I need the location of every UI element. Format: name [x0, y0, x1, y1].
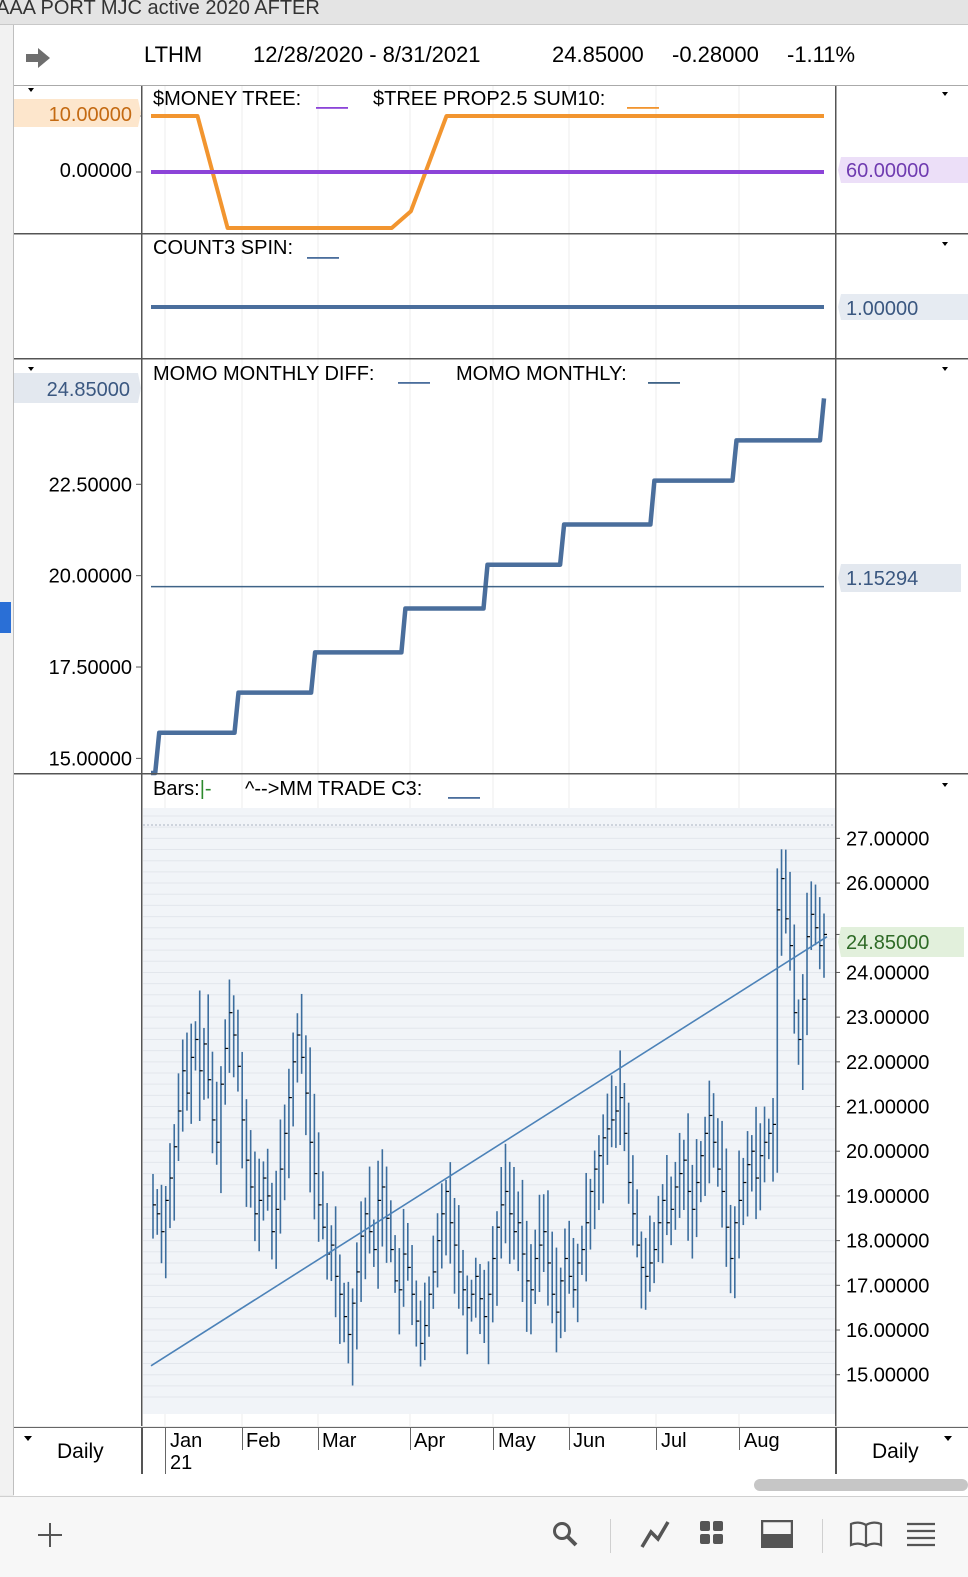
legend-swatch	[307, 257, 339, 259]
bars-ytick-label: 22.00000	[846, 1052, 929, 1074]
bars-ytick-label: 27.00000	[846, 828, 929, 850]
legend-mm-trade: ^-->MM TRADE C3:	[245, 778, 422, 800]
month-label: Jan	[170, 1430, 203, 1452]
bars-ytick-label: 18.00000	[846, 1231, 929, 1253]
pane-menu-icon[interactable]	[942, 783, 948, 787]
count-right-tag	[838, 294, 968, 320]
pane-menu-icon[interactable]	[942, 92, 948, 96]
legend-tree-prop: $TREE PROP2.5 SUM10:	[373, 88, 605, 110]
left-strip-highlight	[0, 602, 11, 633]
pane-menu-icon[interactable]	[942, 242, 948, 246]
momo-left-tag	[14, 373, 141, 403]
forward-arrow-icon[interactable]	[24, 47, 52, 69]
left-sidebar-strip[interactable]	[0, 25, 14, 1495]
pane-menu-icon[interactable]	[942, 367, 948, 371]
momo-left-tag-value: 24.85000	[47, 379, 130, 401]
price-change-pct: -1.11%	[787, 42, 856, 67]
bars-ytick-label: 23.00000	[846, 1007, 929, 1029]
bars-ytick-label: 26.00000	[846, 873, 929, 895]
bars-last-tag-value: 24.85000	[846, 932, 929, 954]
bottom-toolbar	[0, 1496, 968, 1577]
bars-ytick-label: 20.00000	[846, 1141, 929, 1163]
month-label: Apr	[414, 1430, 446, 1452]
period-menu-icon[interactable]	[944, 1436, 956, 1444]
period-right[interactable]: Daily	[872, 1440, 919, 1463]
legend-count3: COUNT3 SPIN:	[153, 237, 293, 259]
legend-swatch	[648, 382, 680, 384]
legend-swatch	[316, 107, 348, 109]
book-icon[interactable]	[849, 1520, 883, 1548]
window-title: AAA PORT MJC active 2020 AFTER	[0, 0, 320, 19]
period-left[interactable]: Daily	[57, 1440, 104, 1463]
list-icon[interactable]	[906, 1521, 936, 1547]
bars-ytick-label: 17.00000	[846, 1275, 929, 1297]
month-label: Jun	[573, 1430, 606, 1452]
last-price: 24.85000	[552, 42, 644, 67]
legend-momo-diff: MOMO MONTHLY DIFF:	[153, 363, 374, 385]
add-icon[interactable]	[36, 1521, 64, 1549]
momo-right-tag-value: 1.15294	[846, 568, 918, 590]
month-label: May	[498, 1430, 536, 1452]
bars-ytick-label: 19.00000	[846, 1186, 929, 1208]
horizontal-scrollbar[interactable]	[14, 1474, 968, 1496]
grid-icon[interactable]	[698, 1519, 726, 1547]
time-axis[interactable]: Daily Jan Feb Mar Apr May Jun Jul Aug 21…	[14, 1427, 968, 1475]
price-change: -0.28000	[672, 42, 759, 67]
legend-momo-monthly: MOMO MONTHLY:	[456, 363, 627, 385]
date-range: 12/28/2020 - 8/31/2021	[253, 42, 481, 67]
bars-ytick-label: 15.00000	[846, 1365, 929, 1387]
layout-panel-icon[interactable]	[761, 1520, 793, 1548]
chart-canvas[interactable]: 15.00000 17.50000 20.00000 22.50000 15.00000…	[14, 86, 968, 1426]
mm-trade-trendline	[150, 936, 828, 1367]
chart-area[interactable]: 15.00000 17.50000 20.00000 22.50000 15.00000…	[14, 86, 968, 1426]
momo-diff-step-line	[151, 398, 827, 776]
period-menu-icon[interactable]	[24, 1436, 36, 1444]
legend-money-tree: $MONEY TREE:	[153, 88, 301, 110]
count-right-tag-value: 1.00000	[846, 298, 918, 320]
momo-ytick-label: 17.50000	[49, 657, 132, 679]
legend-bars: Bars:|-	[153, 778, 212, 800]
legend-swatch	[627, 107, 659, 109]
momo-ytick-label: 22.50000	[49, 474, 132, 496]
bars-ytick-label: 21.00000	[846, 1097, 929, 1119]
bars-ytick-label: 16.00000	[846, 1320, 929, 1342]
month-label: Aug	[744, 1430, 780, 1452]
symbol-label[interactable]: LTHM	[144, 42, 203, 67]
legend-swatch	[448, 797, 480, 799]
scrollbar-thumb[interactable]	[754, 1479, 968, 1491]
bars-ytick-label: 24.00000	[846, 962, 929, 984]
tree-right-tag-value: 60.00000	[846, 160, 929, 182]
tree-ytick: 0.00000	[60, 160, 132, 182]
pane-menu-icon[interactable]	[28, 88, 34, 92]
year-label: 21	[170, 1452, 193, 1474]
tree-series-line	[151, 114, 824, 230]
month-label: Feb	[246, 1430, 281, 1452]
tree-right-tag	[838, 157, 968, 183]
search-icon[interactable]	[552, 1521, 578, 1547]
pane-menu-icon[interactable]	[28, 367, 34, 371]
month-label: Jul	[661, 1430, 687, 1452]
legend-swatch	[398, 382, 430, 384]
symbol-header: LTHM 12/28/2020 - 8/31/2021 24.85000 -0.…	[14, 25, 968, 86]
momo-ytick-label: 15.00000	[49, 748, 132, 770]
tree-left-tag-value: 10.00000	[49, 104, 132, 126]
month-label: Mar	[322, 1430, 357, 1452]
window-title-bar: AAA PORT MJC active 2020 AFTER	[0, 0, 968, 25]
line-chart-icon[interactable]	[640, 1519, 670, 1549]
bars-last-tag	[838, 927, 964, 957]
momo-right-tag	[838, 564, 961, 592]
momo-ytick-label: 20.00000	[49, 566, 132, 588]
tree-left-tag	[14, 99, 141, 127]
